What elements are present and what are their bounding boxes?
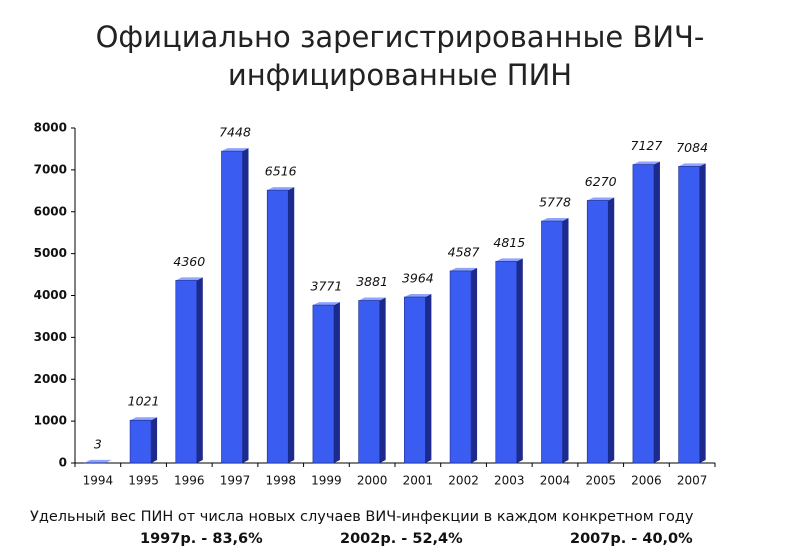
bar [358,297,386,464]
bar [541,218,569,464]
x-tick-label: 1994 [83,474,114,488]
bar [266,187,295,464]
footnote: Удельный вес ПИН от числа новых случаев … [30,509,694,525]
bar [221,148,249,464]
x-tick-label: 2007 [677,474,708,488]
bar [678,163,706,464]
y-tick-label: 7000 [34,162,67,176]
value-label: 3 [94,436,102,451]
value-label: 3881 [356,274,388,289]
y-tick-label: 3000 [34,330,67,344]
value-label: 3771 [311,279,343,294]
x-tick-label: 2002 [448,474,479,488]
bar [449,267,478,464]
y-tick-label: 5000 [34,246,67,260]
x-tick-label: 2003 [494,474,525,488]
value-label: 4815 [493,235,525,250]
y-tick-label: 1000 [34,414,67,428]
y-tick-label: 0 [59,456,67,470]
bar [129,417,158,464]
x-tick-label: 2004 [540,474,571,488]
x-tick-label: 1999 [311,474,342,488]
value-label: 4587 [448,244,480,259]
bar [404,294,432,464]
bar [175,277,203,464]
note: 2002р. - 52,4% [340,531,463,547]
x-tick-label: 1997 [220,474,251,488]
y-tick-label: 8000 [34,121,67,135]
chart-title: Официально зарегистрированные ВИЧ-инфици… [95,20,705,92]
x-tick-label: 1995 [128,474,159,488]
bar [632,161,660,464]
y-tick-label: 6000 [34,204,67,218]
bar [586,197,615,464]
value-label: 1021 [128,394,160,409]
y-tick-label: 2000 [34,372,67,386]
bar [84,459,112,464]
value-label: 7127 [631,138,663,153]
x-tick-label: 2001 [403,474,434,488]
x-tick-label: 2006 [631,474,662,488]
bar [312,302,340,464]
value-label: 6516 [265,164,297,179]
x-tick-label: 1998 [265,474,296,488]
bar [495,258,523,464]
note: 2007р. - 40,0% [570,531,693,547]
note: 1997р. - 83,6% [140,531,263,547]
value-label: 6270 [585,174,617,189]
x-tick-label: 2005 [585,474,616,488]
value-label: 4360 [173,254,205,269]
value-label: 7084 [676,140,708,155]
value-label: 5778 [539,195,571,210]
value-label: 3964 [402,271,434,286]
x-tick-label: 2000 [357,474,388,488]
y-tick-label: 4000 [34,288,67,302]
value-label: 7448 [219,125,251,140]
x-tick-label: 1996 [174,474,205,488]
